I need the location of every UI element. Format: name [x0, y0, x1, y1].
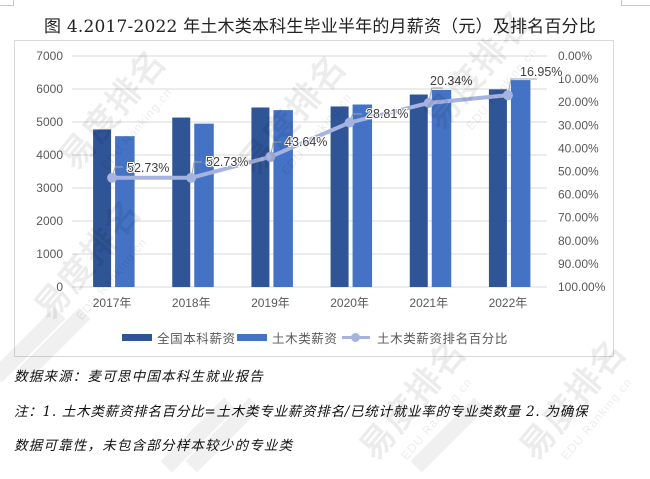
legend-label: 土木类薪资排名百分比	[377, 331, 509, 346]
data-label: 28.81%	[366, 107, 408, 121]
bar-civil-salary	[510, 80, 531, 287]
bar-civil-salary	[115, 136, 135, 287]
figure-title: 图 4.2017-2022 年土木类本科生毕业半年的月薪资（元）及排名百分比	[44, 17, 596, 37]
line-marker-dot	[186, 172, 197, 183]
line-marker-dot	[423, 97, 434, 108]
x-category-label: 2019年	[251, 296, 290, 310]
y-right-tick-label: 30.00%	[558, 118, 599, 132]
footnote-line-1: 注：1. 土木类薪资排名百分比=土木类专业薪资排名/已统计就业率的专业类数量 2…	[14, 404, 589, 420]
y-right-tick-label: 80.00%	[558, 234, 599, 248]
footnote-line-2: 数据可靠性，未包含部分样本较少的专业类	[14, 438, 294, 454]
bar-national-salary	[251, 107, 270, 287]
legend-swatch-national	[122, 333, 152, 341]
data-label-leader-line	[190, 161, 202, 178]
bar-national-salary	[409, 94, 428, 287]
y-right-tick-label: 10.00%	[558, 72, 599, 86]
bar-national-salary	[330, 106, 349, 287]
legend-item-civil-salary[interactable]: 土木类薪资	[237, 329, 338, 346]
x-category-label: 2020年	[330, 296, 369, 310]
y-right-tick-label: 50.00%	[558, 165, 599, 179]
y-left-tick-label: 3000	[36, 181, 63, 195]
line-marker-dot	[107, 172, 118, 183]
data-label: 16.95%	[520, 65, 562, 79]
y-right-tick-label: 100.00%	[558, 280, 606, 294]
x-category-label: 2022年	[489, 296, 528, 310]
bar-civil-salary	[431, 89, 452, 288]
x-category-label: 2021年	[409, 296, 448, 310]
y-right-tick-label: 40.00%	[558, 141, 599, 155]
data-label: 52.73%	[127, 161, 169, 175]
data-label: 52.73%	[206, 155, 248, 169]
data-label-leader-line	[428, 87, 443, 104]
rank-percent-line	[110, 93, 510, 180]
data-label-leader-line	[269, 141, 281, 157]
legend-line-marker-icon	[342, 329, 370, 345]
bar-national-salary	[172, 117, 191, 287]
bar-civil-salary	[194, 123, 214, 288]
y-left-tick-label: 5000	[36, 115, 63, 129]
y-left-tick-label: 0	[56, 280, 63, 294]
chart-legend: 全国本科薪资 土木类薪资 土木类薪资排名百分比	[0, 329, 650, 346]
page-corner-mark	[0, 0, 14, 6]
line-marker-dot	[265, 151, 276, 162]
data-label-leader-line	[507, 78, 537, 96]
data-label: 20.34%	[430, 74, 472, 88]
legend-label: 土木类薪资	[272, 331, 338, 346]
y-left-tick-label: 4000	[36, 148, 63, 162]
bar-national-salary	[93, 129, 112, 287]
y-right-tick-label: 60.00%	[558, 188, 599, 202]
legend-item-national-salary[interactable]: 全国本科薪资	[122, 329, 236, 346]
y-right-tick-label: 20.00%	[558, 95, 599, 109]
bar-civil-salary	[352, 104, 373, 287]
y-left-tick-label: 7000	[36, 49, 63, 63]
y-left-tick-label: 6000	[36, 82, 63, 96]
data-source-note: 数据来源：麦可思中国本科生就业报告	[14, 369, 264, 385]
x-category-label: 2017年	[93, 296, 132, 310]
legend-swatch-civil	[237, 333, 267, 341]
y-right-tick-label: 90.00%	[558, 257, 599, 271]
bar-national-salary	[488, 89, 507, 287]
line-marker-dot	[502, 90, 513, 101]
legend-label: 全国本科薪资	[157, 331, 236, 346]
page-corner-mark	[621, 0, 650, 6]
data-label: 43.64%	[285, 135, 327, 149]
y-left-tick-label: 2000	[36, 214, 63, 228]
line-marker-dot	[344, 117, 355, 128]
chart-frame	[14, 40, 614, 357]
legend-item-rank-percent[interactable]: 土木类薪资排名百分比	[342, 329, 509, 346]
x-category-label: 2018年	[172, 296, 211, 310]
y-left-tick-label: 1000	[36, 247, 63, 261]
y-right-tick-label: 70.00%	[558, 211, 599, 225]
y-right-tick-label: 0.00%	[558, 49, 592, 63]
